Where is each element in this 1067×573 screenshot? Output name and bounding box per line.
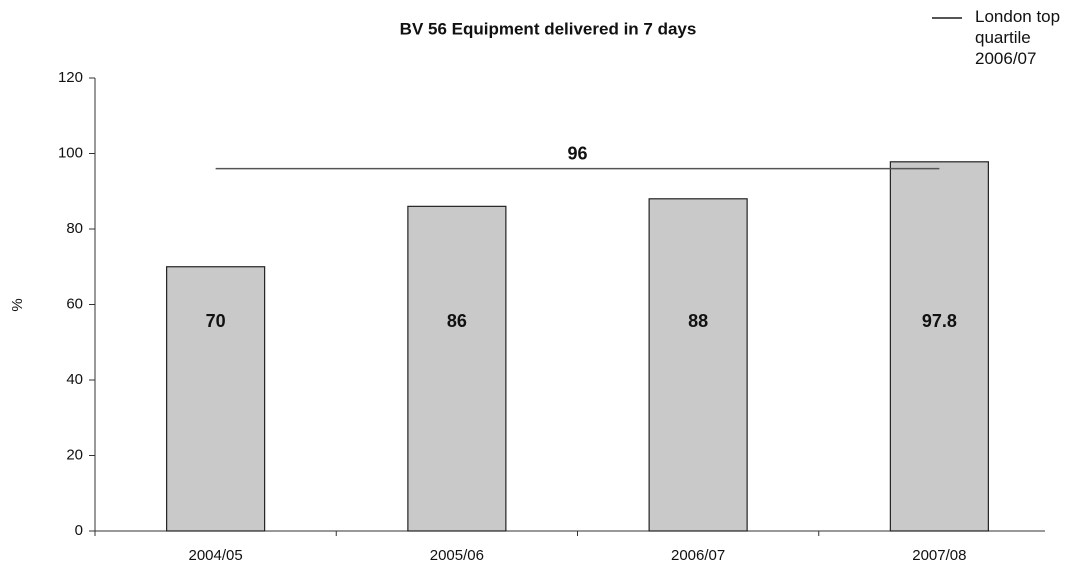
value-label: 88 xyxy=(688,311,708,331)
y-tick-label: 40 xyxy=(66,371,83,388)
y-tick-label: 60 xyxy=(66,295,83,312)
x-tick-label: 2005/06 xyxy=(430,547,484,564)
legend-label: London top quartile 2006/07 xyxy=(975,7,1061,68)
x-tick-label: 2004/05 xyxy=(189,547,243,564)
reference-label: 96 xyxy=(567,143,587,163)
bar xyxy=(407,205,507,532)
bar xyxy=(648,198,748,532)
y-tick-label: 100 xyxy=(58,144,83,161)
value-label: 70 xyxy=(206,311,226,331)
y-tick-label: 20 xyxy=(66,446,83,463)
value-label: 86 xyxy=(447,311,467,331)
x-tick-label: 2006/07 xyxy=(671,547,725,564)
y-tick-label: 80 xyxy=(66,220,83,237)
bar xyxy=(166,266,266,532)
y-tick-label: 120 xyxy=(58,69,83,86)
bar xyxy=(889,161,989,532)
y-tick-label: 0 xyxy=(75,522,83,539)
value-label: 97.8 xyxy=(922,311,957,331)
y-axis-label: % xyxy=(9,298,26,311)
x-tick-label: 2007/08 xyxy=(912,547,966,564)
chart-title: BV 56 Equipment delivered in 7 days xyxy=(400,19,697,38)
